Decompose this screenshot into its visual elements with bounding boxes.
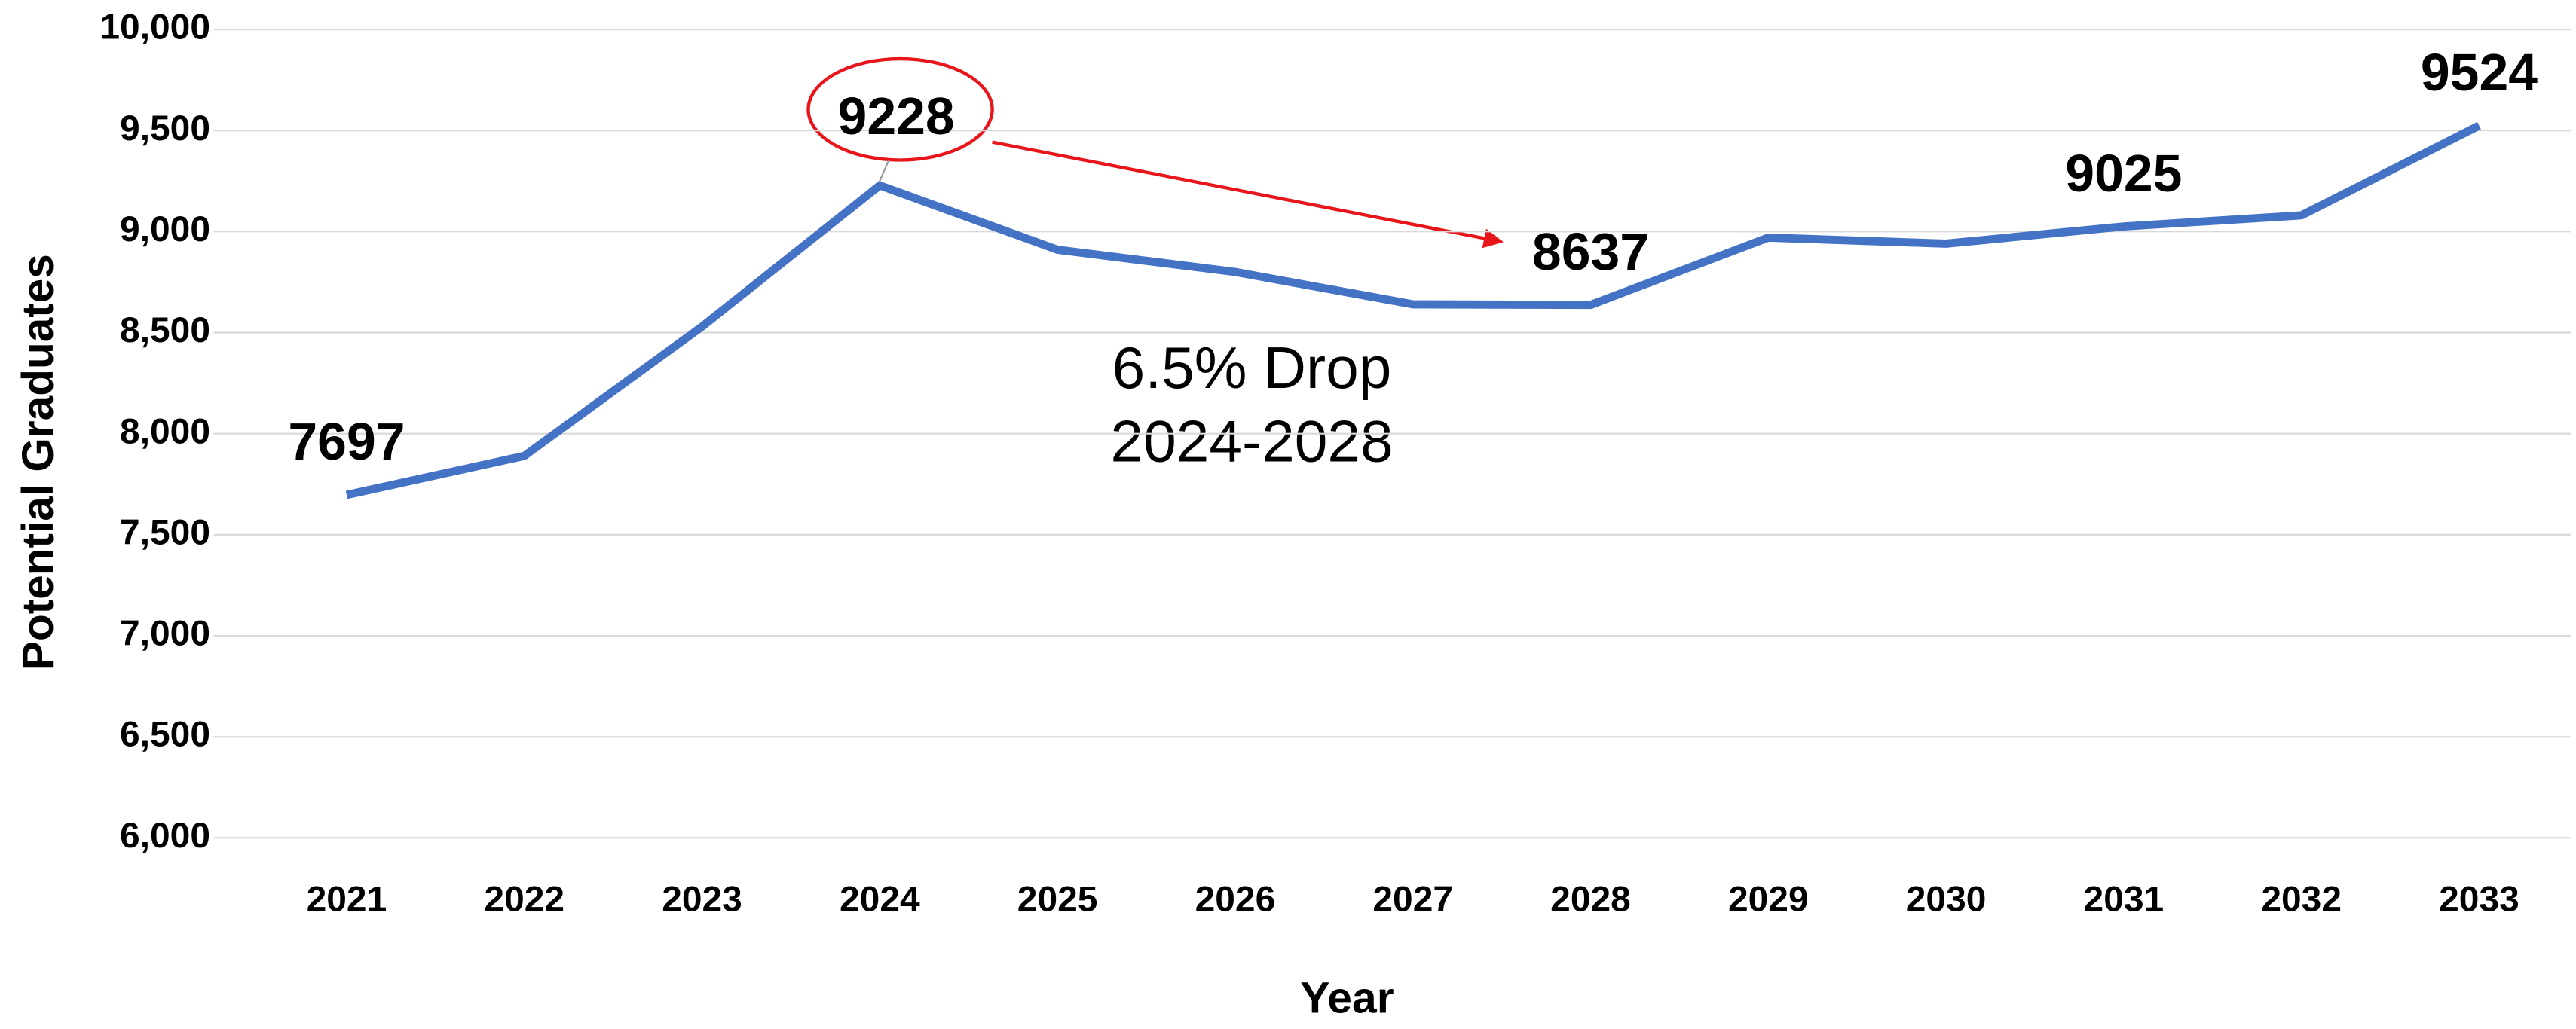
x-tick-label: 2027 [1372, 880, 1453, 920]
leader-line [878, 160, 890, 184]
x-tick-label: 2029 [1728, 880, 1809, 920]
x-tick-label: 2033 [2439, 880, 2519, 920]
y-tick-label: 7,000 [120, 614, 210, 654]
x-tick-label: 2032 [2261, 880, 2342, 920]
y-tick-label: 10,000 [99, 8, 210, 47]
y-tick-label: 9,000 [120, 209, 210, 249]
x-tick-label: 2022 [484, 880, 564, 920]
x-tick-label: 2021 [307, 880, 387, 920]
annotation: 6.5% Drop [1112, 334, 1392, 401]
x-tick-label: 2026 [1195, 880, 1276, 920]
y-tick-label: 8,000 [120, 411, 210, 451]
highlight-ellipse [806, 56, 994, 162]
y-tick-label: 8,500 [120, 310, 210, 350]
y-tick-label: 9,500 [120, 108, 210, 148]
arrow [992, 140, 1504, 249]
y-tick-label: 7,500 [120, 513, 210, 553]
x-tick-label: 2024 [840, 880, 920, 920]
x-tick-label: 2025 [1017, 880, 1098, 920]
data-label: 9025 [2065, 144, 2182, 203]
x-axis-title: Year [1300, 974, 1394, 1023]
y-axis-title: Potential Graduates [14, 254, 63, 670]
x-tick-label: 2030 [1906, 880, 1987, 920]
x-tick-label: 2023 [662, 880, 742, 920]
y-tick-label: 6,000 [120, 816, 210, 856]
annotation: 2024-2028 [1110, 408, 1393, 475]
data-label: 9228 [838, 87, 955, 145]
data-label: 7697 [288, 412, 405, 471]
data-line [345, 121, 2481, 499]
x-tick-label: 2028 [1550, 880, 1631, 920]
x-tick-label: 2031 [2084, 880, 2165, 920]
y-tick-label: 6,500 [120, 715, 210, 755]
data-label: 8637 [1532, 222, 1649, 281]
data-label: 9524 [2421, 43, 2538, 102]
